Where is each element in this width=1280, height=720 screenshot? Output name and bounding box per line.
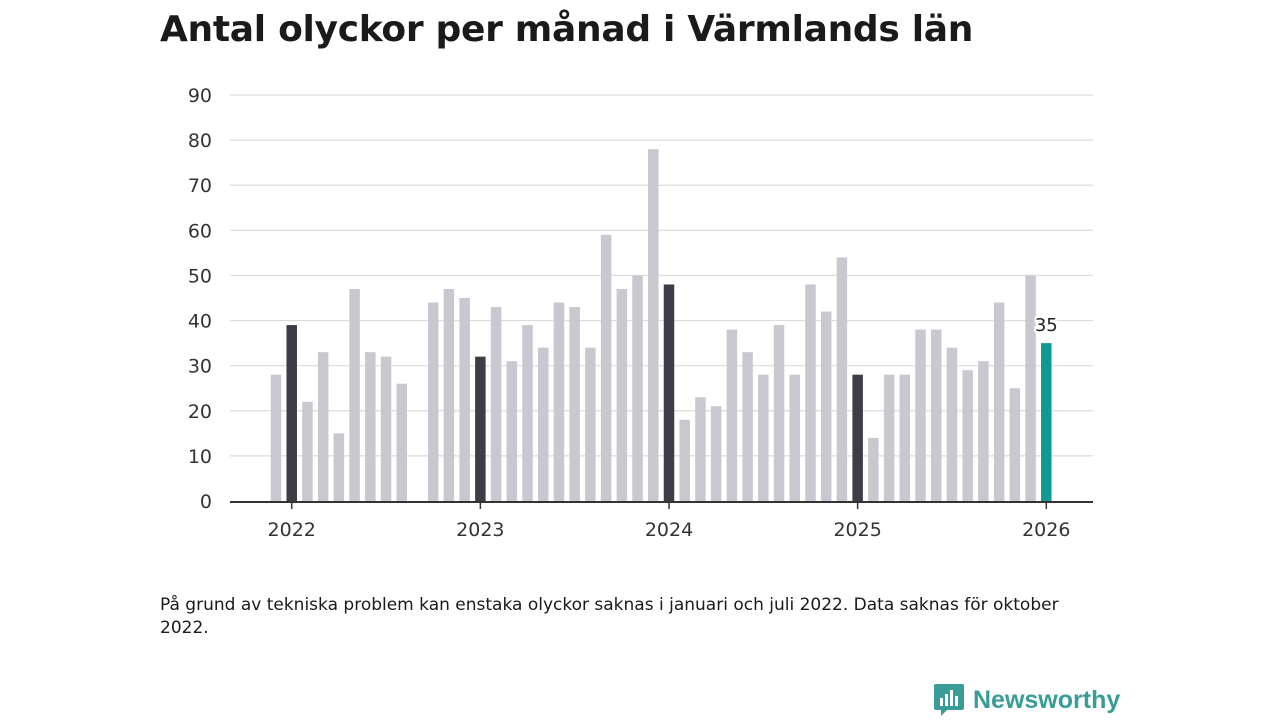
x-tick-label-2022: 2022: [268, 519, 316, 541]
bar-2023-05[interactable]: [537, 347, 549, 501]
bar-2024-12[interactable]: [836, 257, 848, 501]
x-tick-label-2025: 2025: [833, 519, 881, 541]
bar-2024-05[interactable]: [726, 329, 738, 501]
bar-2023-11[interactable]: [632, 275, 643, 501]
bar-2024-11[interactable]: [820, 311, 832, 501]
y-tick-label-90: 90: [188, 85, 212, 107]
chart-title: Antal olyckor per månad i Värmlands län: [160, 9, 974, 50]
bar-2025-08[interactable]: [962, 370, 973, 501]
bar-2024-09[interactable]: [789, 374, 801, 501]
brand-name: Newsworthy: [973, 685, 1121, 714]
bar-2021-12[interactable]: [270, 374, 282, 501]
y-tick-label-0: 0: [200, 491, 212, 513]
bar-2023-06[interactable]: [553, 302, 565, 501]
bar-2025-11[interactable]: [1009, 388, 1021, 501]
y-tick-label-30: 30: [188, 356, 212, 378]
bar-2025-03[interactable]: [883, 374, 895, 501]
bar-2025-06[interactable]: [930, 329, 942, 501]
bar-2024-01[interactable]: [663, 284, 675, 501]
newsworthy-logo-icon: [934, 684, 964, 716]
bar-2022-01[interactable]: [286, 325, 297, 501]
bar-2025-07[interactable]: [946, 347, 958, 501]
y-tick-label-40: 40: [188, 311, 212, 333]
bar-2022-04[interactable]: [333, 433, 345, 501]
bar-2024-02[interactable]: [679, 419, 690, 501]
bar-2023-10[interactable]: [616, 288, 628, 501]
y-tick-label-60: 60: [188, 220, 212, 242]
bar-2022-03[interactable]: [317, 352, 329, 501]
bar-2023-03[interactable]: [506, 361, 518, 501]
bar-2022-06[interactable]: [365, 352, 376, 501]
bar-2025-02[interactable]: [868, 437, 879, 501]
y-tick-label-70: 70: [188, 175, 212, 197]
bar-2023-02[interactable]: [490, 307, 502, 501]
bar-2024-03[interactable]: [695, 397, 706, 501]
bars: [270, 149, 1052, 501]
bar-2024-10[interactable]: [805, 284, 816, 501]
bar-2023-04[interactable]: [522, 325, 533, 501]
bar-2025-05[interactable]: [915, 329, 926, 501]
bar-2023-01[interactable]: [475, 356, 486, 501]
bar-2022-12[interactable]: [459, 298, 470, 501]
y-tick-label-80: 80: [188, 130, 212, 152]
bar-2024-07[interactable]: [758, 374, 769, 501]
bar-2025-10[interactable]: [993, 302, 1005, 501]
x-axis: 2022 2023 2024 2025 2026: [230, 501, 1093, 541]
bar-2025-04[interactable]: [899, 374, 911, 501]
bar-2023-08[interactable]: [585, 347, 596, 501]
data-labels: 35: [1033, 313, 1060, 338]
bar-2023-12[interactable]: [648, 149, 659, 501]
bar-chart: 0 10 20 30 40 50 60 70 80 90 2022 2023 2024 2025 2026…: [188, 85, 1093, 541]
x-tick-label-2026: 2026: [1022, 519, 1070, 541]
bar-2025-09[interactable]: [978, 361, 989, 501]
footnote: På grund av tekniska problem kan enstaka…: [160, 595, 1059, 638]
y-tick-label-10: 10: [188, 446, 212, 468]
bar-2026-01[interactable]: [1041, 343, 1052, 501]
data-label-2026-01: 35: [1035, 315, 1058, 336]
y-tick-label-50: 50: [188, 265, 212, 287]
bar-2024-08[interactable]: [773, 325, 785, 501]
bar-2022-07[interactable]: [380, 356, 392, 501]
bar-2024-04[interactable]: [710, 406, 722, 501]
x-tick-label-2024: 2024: [645, 519, 693, 541]
y-tick-label-20: 20: [188, 401, 212, 423]
bar-2024-06[interactable]: [742, 352, 753, 501]
x-tick-label-2023: 2023: [456, 519, 504, 541]
y-axis: 0 10 20 30 40 50 60 70 80 90: [188, 85, 212, 513]
newsworthy-logo[interactable]: Newsworthy: [933, 682, 1120, 718]
bar-2025-01[interactable]: [852, 374, 863, 501]
bar-2022-02[interactable]: [302, 401, 313, 501]
bar-2022-11[interactable]: [443, 288, 455, 501]
bar-2025-12[interactable]: [1025, 275, 1036, 501]
bar-2023-07[interactable]: [569, 307, 580, 501]
bar-2023-09[interactable]: [600, 234, 612, 501]
bar-2022-05[interactable]: [349, 288, 360, 501]
bar-2022-08[interactable]: [396, 383, 408, 501]
bar-2022-10[interactable]: [427, 302, 439, 501]
